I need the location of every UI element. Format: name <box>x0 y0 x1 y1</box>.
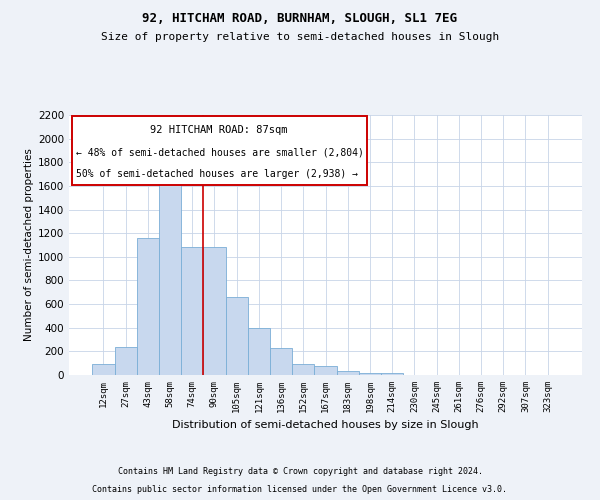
Bar <box>359 372 381 375</box>
Bar <box>270 348 292 375</box>
Text: ← 48% of semi-detached houses are smaller (2,804): ← 48% of semi-detached houses are smalle… <box>76 148 364 158</box>
FancyBboxPatch shape <box>71 116 367 185</box>
Bar <box>203 248 226 375</box>
Bar <box>292 364 314 375</box>
X-axis label: Distribution of semi-detached houses by size in Slough: Distribution of semi-detached houses by … <box>172 420 479 430</box>
Bar <box>248 328 270 375</box>
Text: Size of property relative to semi-detached houses in Slough: Size of property relative to semi-detach… <box>101 32 499 42</box>
Y-axis label: Number of semi-detached properties: Number of semi-detached properties <box>24 148 34 342</box>
Bar <box>92 364 115 375</box>
Bar <box>314 366 337 375</box>
Bar <box>226 297 248 375</box>
Bar <box>137 238 159 375</box>
Text: 92, HITCHAM ROAD, BURNHAM, SLOUGH, SL1 7EG: 92, HITCHAM ROAD, BURNHAM, SLOUGH, SL1 7… <box>143 12 458 26</box>
Bar <box>337 372 359 375</box>
Bar <box>115 346 137 375</box>
Text: Contains public sector information licensed under the Open Government Licence v3: Contains public sector information licen… <box>92 485 508 494</box>
Bar <box>159 167 181 375</box>
Text: 92 HITCHAM ROAD: 87sqm: 92 HITCHAM ROAD: 87sqm <box>151 125 288 135</box>
Bar <box>381 373 403 375</box>
Text: Contains HM Land Registry data © Crown copyright and database right 2024.: Contains HM Land Registry data © Crown c… <box>118 467 482 476</box>
Text: 50% of semi-detached houses are larger (2,938) →: 50% of semi-detached houses are larger (… <box>76 169 358 179</box>
Bar <box>181 248 203 375</box>
